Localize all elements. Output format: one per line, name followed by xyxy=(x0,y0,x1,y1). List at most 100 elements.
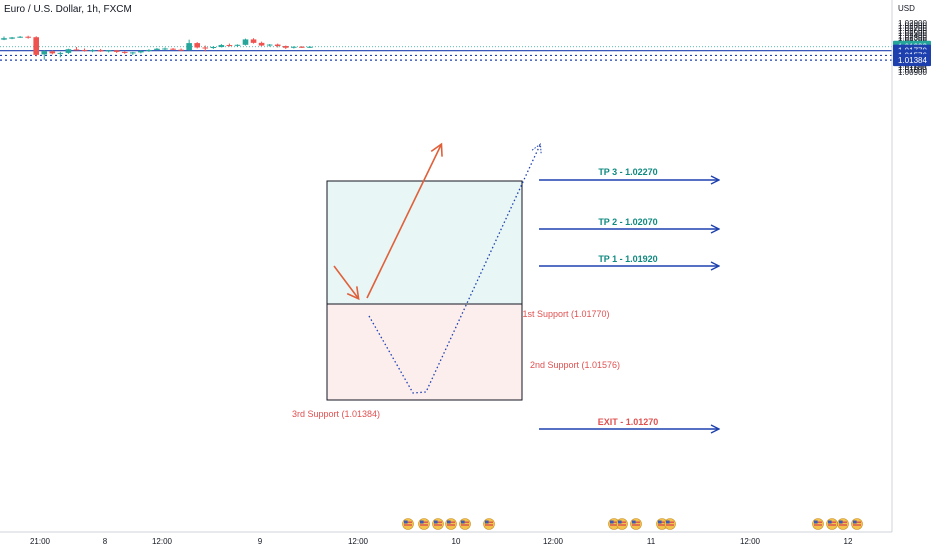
candle xyxy=(17,35,23,38)
candle xyxy=(266,44,273,47)
time-axis[interactable]: 21:00 8 12:00 9 12:00 10 12:00 11 12:00 12 xyxy=(0,531,892,546)
candle-body xyxy=(194,43,200,48)
candle xyxy=(146,49,152,52)
candle-body xyxy=(113,50,120,52)
candle xyxy=(226,43,233,47)
price-tick-label: 1.01000 xyxy=(898,66,927,75)
candle xyxy=(307,46,313,48)
dotted-projection-path[interactable] xyxy=(368,143,542,394)
time-tick-label: 8 xyxy=(103,537,108,546)
price-tick-label: 1.02700 xyxy=(898,24,927,33)
candle-body xyxy=(130,52,136,54)
chart-title: Euro / U.S. Dollar, 1h, FXCM xyxy=(4,4,132,15)
event-flag-icon[interactable] xyxy=(418,518,430,530)
candle xyxy=(282,45,289,49)
svg-text:1.01384: 1.01384 xyxy=(898,56,927,65)
candle-body xyxy=(307,46,313,48)
price-tick-label: 1.02900 xyxy=(898,19,927,28)
candle xyxy=(33,36,39,57)
candle xyxy=(25,35,31,39)
candle-body xyxy=(1,38,7,40)
candle-body xyxy=(299,46,305,48)
price-tick-label: 1.02200 xyxy=(898,36,927,45)
tp2-label: TP 2 - 1.02070 xyxy=(598,217,657,227)
candle-body xyxy=(210,47,217,49)
event-flag-icon[interactable] xyxy=(812,518,824,530)
time-tick-label: 12 xyxy=(844,537,853,546)
candle-body xyxy=(170,48,176,50)
candle xyxy=(242,38,249,46)
event-flag-icon[interactable] xyxy=(432,518,444,530)
candle-body xyxy=(218,45,225,48)
candle xyxy=(65,48,72,54)
candle-body xyxy=(25,36,31,38)
event-flag-icon[interactable] xyxy=(608,518,620,530)
candle-body xyxy=(291,46,297,48)
candle xyxy=(154,47,160,51)
candle xyxy=(299,46,305,48)
time-tick-label: 10 xyxy=(452,537,461,546)
event-flag-icon[interactable] xyxy=(630,518,642,530)
candle-body xyxy=(121,51,128,53)
pullback-arrow[interactable] xyxy=(333,265,360,301)
time-tick-label: 12:00 xyxy=(152,537,173,546)
candle-body xyxy=(258,42,265,46)
candle-body xyxy=(105,50,112,52)
event-flag-icon[interactable] xyxy=(483,518,495,530)
candle xyxy=(81,48,88,52)
candle xyxy=(202,45,209,52)
candle-body xyxy=(17,36,23,38)
candle xyxy=(73,47,80,51)
time-tick-label: 9 xyxy=(258,537,263,546)
candle xyxy=(258,41,265,47)
candle xyxy=(170,47,176,50)
candle xyxy=(97,48,104,52)
candle-body xyxy=(9,37,15,39)
candle xyxy=(274,43,281,48)
candles-group xyxy=(1,35,313,60)
event-flag-icon[interactable] xyxy=(826,518,838,530)
bullish-projection-arrow[interactable] xyxy=(366,142,443,299)
price-tick-label: 1.02500 xyxy=(898,29,927,38)
candle xyxy=(194,42,200,49)
time-tick-label: 12:00 xyxy=(740,537,761,546)
event-flag-icon[interactable] xyxy=(459,518,471,530)
stop-zone-box[interactable] xyxy=(326,303,523,401)
support3-label: 3rd Support (1.01384) xyxy=(292,409,380,419)
event-flag-icon[interactable] xyxy=(616,518,628,530)
price-tick-label: 1.02600 xyxy=(898,26,927,35)
candle xyxy=(57,51,64,58)
candle-body xyxy=(97,50,104,52)
candle-body xyxy=(33,37,39,55)
candle-body xyxy=(274,44,281,47)
candle-body xyxy=(250,39,257,43)
target-zone-box[interactable] xyxy=(326,180,523,305)
event-flag-icon[interactable] xyxy=(656,518,668,530)
level-tag-3: 1.01384 xyxy=(893,54,931,67)
candle-body xyxy=(266,44,273,46)
time-tick-label: 12:00 xyxy=(348,537,369,546)
candle-body xyxy=(282,46,289,48)
event-flag-icon[interactable] xyxy=(445,518,457,530)
candle-body xyxy=(73,49,80,51)
candle-body xyxy=(178,49,184,51)
candle xyxy=(186,39,192,51)
candle xyxy=(89,49,96,53)
price-tick-label: 1.00900 xyxy=(898,68,927,77)
price-axis[interactable]: USD 1.029001.028001.027001.026001.025001… xyxy=(891,0,932,550)
event-flag-icon[interactable] xyxy=(851,518,863,530)
candle-body xyxy=(89,50,96,52)
event-flag-icon[interactable] xyxy=(664,518,676,530)
event-flag-icon[interactable] xyxy=(837,518,849,530)
price-tick-label: 1.02300 xyxy=(898,34,927,43)
candle-body xyxy=(138,50,144,53)
event-flag-icon[interactable] xyxy=(402,518,414,530)
candle-body xyxy=(226,45,233,47)
time-tick-label: 21:00 xyxy=(30,537,51,546)
candle xyxy=(113,49,120,53)
candle-body xyxy=(234,44,241,46)
candle xyxy=(1,36,7,41)
candle xyxy=(105,49,112,53)
candle-body xyxy=(49,51,56,54)
